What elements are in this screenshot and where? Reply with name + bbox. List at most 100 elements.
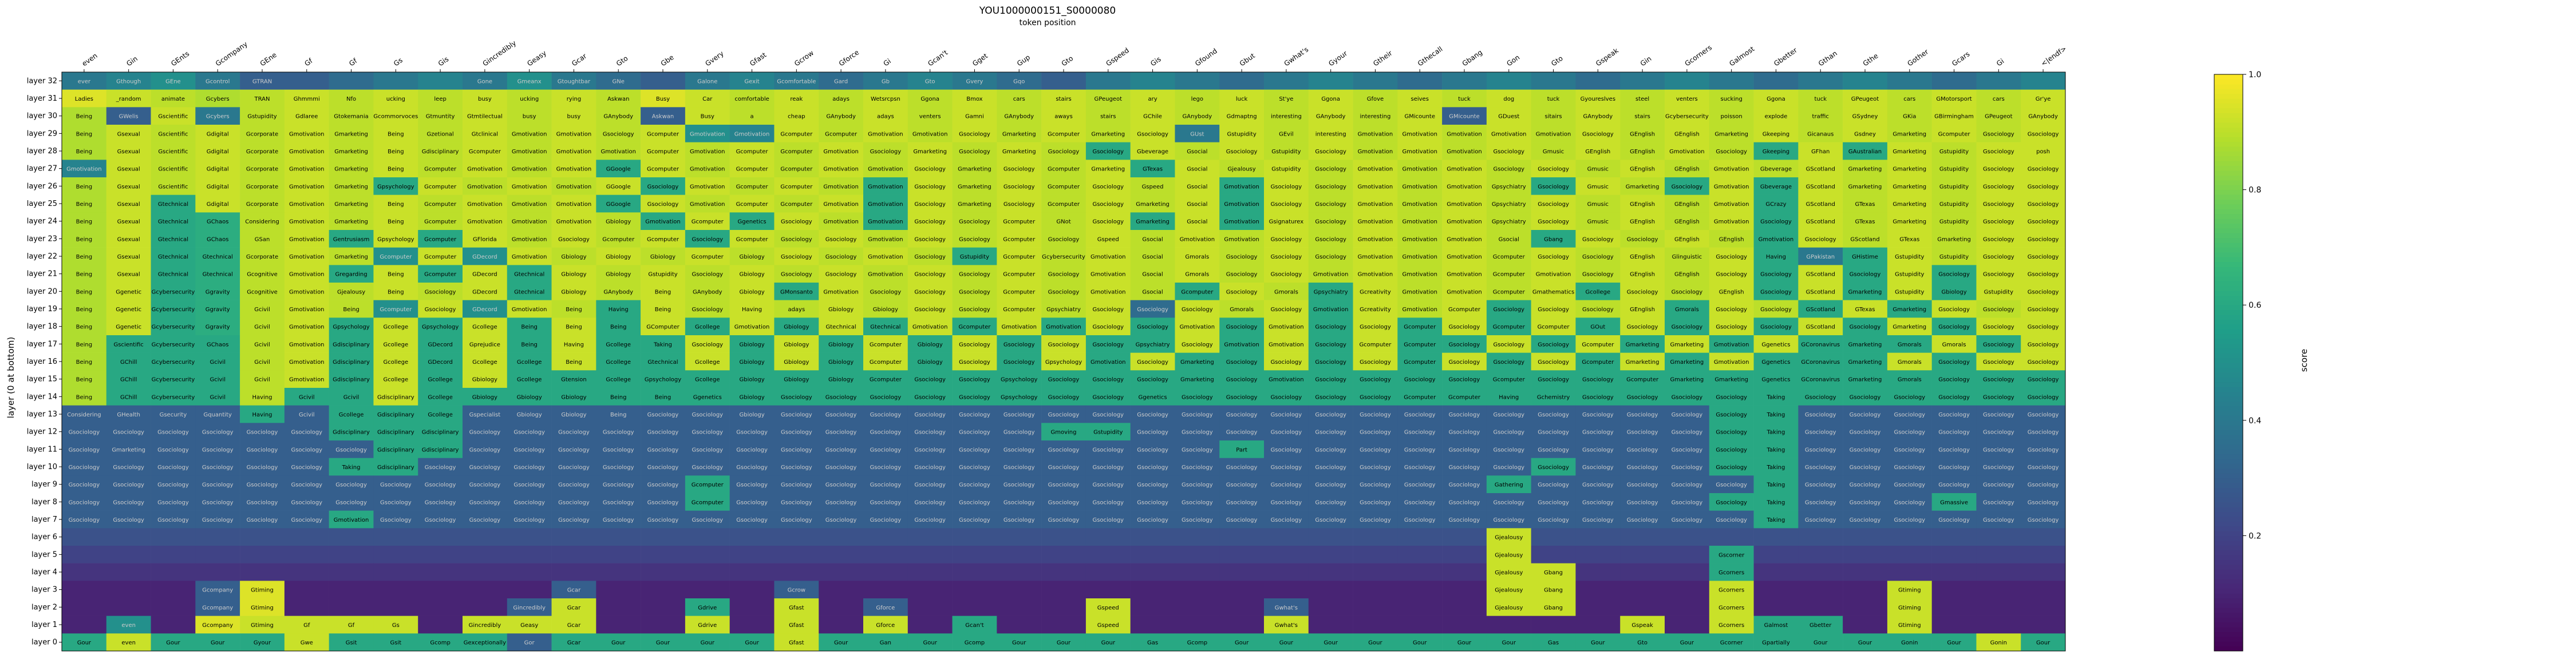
heatmap-cell [1041,616,1086,634]
heatmap-cell [863,370,908,388]
cell-label: Gmotivation [1358,219,1393,225]
heatmap-cell [819,265,864,283]
cell-label: Gsociology [603,465,634,471]
cell-label: Gmotivation [289,359,325,366]
cell-label: Gsociology [2028,307,2059,313]
cell-label: Being [388,166,404,173]
heatmap-cell [418,230,463,248]
heatmap-cell [1575,247,1621,265]
cell-label: Gour [1012,640,1026,646]
cell-label: busy [478,96,492,102]
cell-label: Being [76,324,92,331]
cell-label: Gour [1680,640,1694,646]
cell-label: Gmotivation [1402,254,1437,260]
heatmap-cell [774,283,819,300]
heatmap-cell [240,370,285,388]
cell-label: Gsociology [870,289,902,295]
cell-label: Gas [1548,640,1559,646]
heatmap-cell [1620,352,1665,371]
heatmap-cell [997,212,1042,231]
heatmap-cell [1531,72,1576,90]
heatmap-cell [2021,581,2066,599]
cell-label: GScotland [1850,236,1879,243]
heatmap-cell [1085,528,1131,546]
heatmap-cell [418,177,463,195]
cell-label: Gdisciplinary [377,412,414,418]
heatmap-cell [284,247,329,265]
heatmap-cell [1753,546,1799,563]
cell-label: Gbiology [739,254,764,260]
cell-label: ucking [386,96,405,102]
cell-label: Gspeed [1097,605,1119,611]
heatmap-cell [1353,142,1398,160]
heatmap-cell [641,283,686,300]
colorbar-segment [2214,449,2243,455]
heatmap-cell [1620,160,1665,178]
cell-label: Gmotivation [1402,236,1437,243]
colorbar: 0.20.40.60.81.0 [2214,70,2261,652]
cell-label: Gf [303,622,310,629]
cell-label: Gsociology [1315,359,1346,366]
heatmap-cell [1175,528,1220,546]
cell-label: Gsociology [1493,307,1524,313]
heatmap-cell [596,352,641,371]
heatmap-cell [907,247,953,265]
heatmap-cell [1353,300,1398,318]
cell-label: Gsociology [1003,517,1035,523]
cell-label: Gan [880,640,891,646]
heatmap-cell [1175,142,1220,160]
cell-label: Gcorners [1718,622,1744,629]
heatmap-cell [1219,247,1265,265]
cell-label: Gsociology [959,465,990,471]
cell-label: Gdisciplinary [422,430,459,436]
heatmap-cell [819,598,864,616]
heatmap-cell [1531,194,1576,213]
cell-label: Gsociology [1271,447,1302,453]
heatmap-cell [1931,107,1977,125]
cell-label: Gcorporate [246,166,278,173]
heatmap-cell [551,317,596,336]
heatmap-cell [329,72,374,90]
heatmap-cell [463,72,508,90]
cell-label: Gsociology [825,499,857,506]
y-tick-label: layer 28 [27,147,57,156]
heatmap-cell [952,107,997,125]
heatmap-cell [1442,546,1487,563]
heatmap-cell [1486,265,1531,283]
heatmap-cell [1531,352,1576,371]
y-tick-label: layer 8 [31,498,57,506]
heatmap-cell [418,212,463,231]
heatmap-cell [1976,370,2021,388]
heatmap-cell [106,72,151,90]
cell-label: Gbiology [517,394,542,400]
cell-label: GEnglish [1630,149,1655,155]
cell-label: Gsociology [202,430,234,436]
heatmap-cell [997,563,1042,581]
heatmap-cell [1353,265,1398,283]
cell-label: Gsexual [117,272,140,278]
y-tick-label: layer 9 [31,481,57,489]
heatmap-cell [1843,212,1888,231]
cell-label: Gcomputer [469,149,501,155]
heatmap-cell [907,107,953,125]
heatmap-cell [907,581,953,599]
cell-label: Gcomputer [424,254,457,260]
cell-label: posh [2036,149,2050,155]
heatmap-cell [1442,616,1487,634]
heatmap-cell [641,388,686,406]
heatmap-cell [2021,194,2066,213]
heatmap-cell [997,616,1042,634]
heatmap-cell [1130,352,1175,371]
heatmap-cell [551,335,596,353]
cell-label: Gmotivation [868,272,903,278]
cell-label: Gsdney [1854,131,1876,137]
cell-label: Gsociology [425,465,456,471]
cell-label: ucking [520,96,539,102]
cell-label: Gsociology [2028,184,2059,190]
cell-label: Gsociology [736,517,768,523]
cell-label: Gsocial [1187,149,1207,155]
heatmap-cell [1308,335,1353,353]
cell-label: Gsociology [1983,482,2014,489]
cell-label: Gmotivation [512,131,547,137]
